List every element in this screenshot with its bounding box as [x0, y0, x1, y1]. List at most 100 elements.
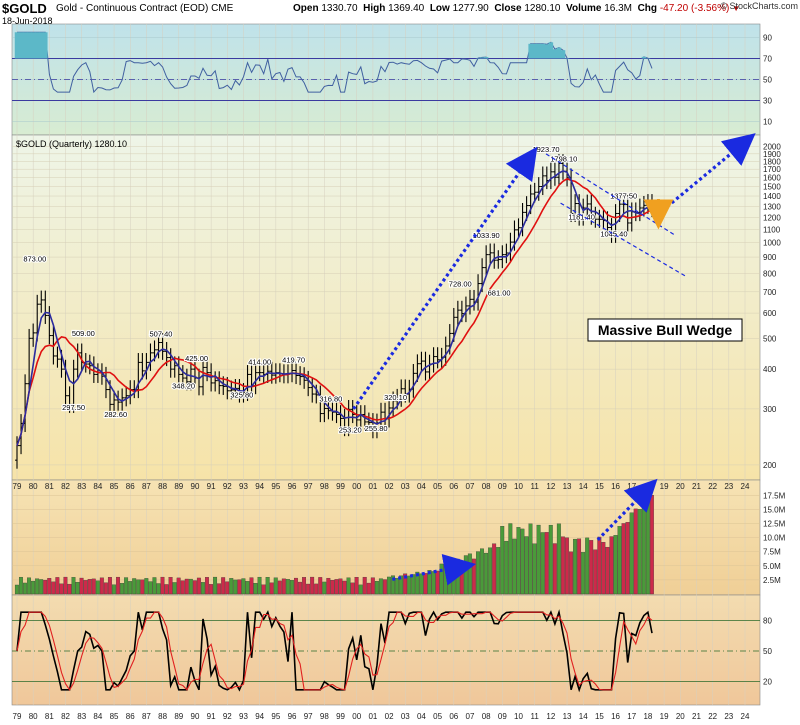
price-tick-label: 1500 [763, 182, 781, 191]
credit-label: © StockCharts.com [720, 1, 798, 11]
volume-bar [593, 549, 598, 595]
volume-bar [512, 538, 517, 595]
uptrend-arrow [352, 146, 538, 410]
x-tick-label: 85 [110, 712, 119, 721]
volume-bar [124, 577, 129, 595]
x-tick-label: 16 [611, 712, 620, 721]
x-tick-label: 12 [546, 482, 555, 491]
volume-label: Volume [566, 3, 602, 14]
x-tick-label: 07 [466, 482, 475, 491]
volume-bar [107, 577, 112, 595]
volume-bar [649, 495, 654, 595]
price-tick-label: 800 [763, 269, 777, 278]
price-tick-label: 1900 [763, 150, 781, 159]
volume-bar [378, 578, 383, 595]
x-tick-label: 92 [223, 712, 232, 721]
x-tick-label: 20 [676, 482, 685, 491]
price-tick-label: 1100 [763, 225, 781, 234]
down-arrow-icon: ▼ [732, 4, 740, 13]
x-tick-label: 91 [207, 712, 216, 721]
x-tick-label: 90 [191, 482, 200, 491]
axis-layer: 79 79 80 80 81 81 82 82 83 83 84 84 85 85 86 86 87 87 88 88… [13, 34, 786, 722]
x-tick-label: 95 [271, 482, 280, 491]
volume-bar [27, 577, 31, 595]
volume-bar [95, 580, 100, 595]
price-panel [11, 134, 761, 481]
volume-bar [277, 580, 282, 595]
volume-bar [358, 584, 363, 595]
rsi-tick-label: 30 [763, 97, 772, 106]
x-tick-label: 79 [13, 712, 22, 721]
price-value-label: 253.20 [339, 425, 362, 434]
volume-bar [281, 578, 286, 595]
volume-bar [23, 582, 27, 595]
volume-bar [67, 583, 72, 595]
price-value-label: 419.70 [282, 355, 305, 364]
x-tick-label: 92 [223, 482, 232, 491]
x-tick-label: 81 [45, 482, 54, 491]
volume-bar [237, 579, 242, 595]
volume-bar [641, 498, 646, 595]
x-tick-label: 98 [320, 712, 329, 721]
wedge-lower-line [560, 202, 688, 278]
x-tick-label: 08 [482, 482, 491, 491]
x-tick-label: 10 [514, 712, 523, 721]
volume-bar [196, 577, 201, 595]
price-value-label: 507.40 [150, 329, 173, 338]
price-tick-label: 700 [763, 288, 777, 297]
x-tick-label: 24 [741, 482, 750, 491]
price-tick-label: 500 [763, 334, 777, 343]
volume-tick-label: 12.5M [763, 519, 786, 528]
x-tick-label: 80 [29, 712, 38, 721]
x-tick-label: 12 [546, 712, 555, 721]
volume-bar [184, 578, 189, 595]
volume-bar [601, 542, 606, 595]
volume-bar [451, 559, 456, 595]
instrument-name: Gold - Continuous Contract (EOD) CME [56, 3, 233, 14]
volume-bar [132, 578, 137, 595]
volume-bar [213, 576, 218, 595]
volume-bar [128, 581, 133, 595]
rsi-line [17, 31, 653, 94]
price-tick-label: 1200 [763, 213, 781, 222]
x-tick-label: 19 [660, 712, 669, 721]
price-value-label: 681.00 [488, 289, 511, 298]
close-value: 1280.10 [524, 3, 561, 14]
x-tick-label: 23 [724, 482, 733, 491]
volume-bar [330, 580, 335, 595]
x-tick-label: 03 [401, 482, 410, 491]
x-tick-label: 80 [29, 482, 38, 491]
volume-bar [160, 576, 165, 595]
bull-wedge-label: Massive Bull Wedge [587, 318, 743, 342]
rsi-tick-label: 70 [763, 55, 772, 64]
price-value-label: 320.10 [384, 393, 407, 402]
x-tick-label: 00 [352, 712, 361, 721]
price-value-label: 325.80 [230, 390, 253, 399]
x-tick-label: 14 [579, 712, 588, 721]
x-tick-label: 03 [401, 712, 410, 721]
price-value-label: 1045.40 [600, 229, 627, 238]
price-tick-label: 400 [763, 365, 777, 374]
open-value: 1330.70 [321, 3, 358, 14]
price-tick-label: 1800 [763, 157, 781, 166]
volume-bar [241, 578, 246, 595]
stoch-k-line [16, 609, 653, 693]
high-label: High [363, 3, 386, 14]
price-value-label: 1033.90 [473, 231, 500, 240]
price-panel-title: $GOLD (Quarterly) 1280.10 [16, 139, 127, 149]
open-label: Open [293, 3, 319, 14]
volume-bar [75, 581, 80, 595]
volume-bar [556, 523, 561, 595]
x-tick-label: 97 [304, 712, 313, 721]
price-value-label: 1377.50 [610, 191, 637, 200]
x-tick-label: 84 [93, 712, 102, 721]
volume-bar [253, 583, 258, 595]
volume-bar [217, 583, 222, 595]
volume-bar [382, 579, 387, 595]
volume-tick-label: 15.0M [763, 505, 786, 514]
x-tick-label: 83 [77, 712, 86, 721]
x-tick-label: 02 [385, 712, 394, 721]
price-value-label: 348.20 [172, 381, 195, 390]
price-value-label: 425.00 [185, 354, 208, 363]
price-value-label: 873.00 [23, 254, 46, 263]
